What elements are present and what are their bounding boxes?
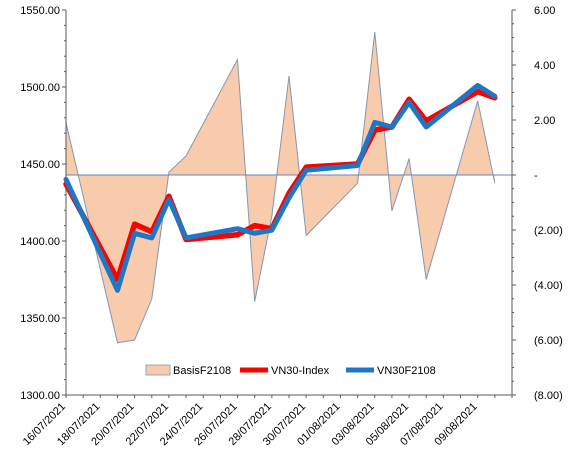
price-lines-layer — [63, 83, 498, 293]
legend-swatch-basis — [145, 364, 171, 376]
axes-layer — [62, 9, 516, 398]
right-axis-tick-label: - — [534, 170, 538, 182]
basis-area-outline — [65, 31, 496, 344]
basis-area-fill — [66, 32, 495, 343]
right-axis-tick-label: 4.00 — [534, 60, 555, 72]
right-axis-tick-label: (6.00) — [534, 335, 563, 347]
legend-label-vn30-index: VN30-Index — [271, 365, 330, 377]
right-axis-tick-label: (4.00) — [534, 280, 563, 292]
legend: BasisF2108 VN30-Index VN30F2108 — [145, 364, 436, 377]
legend-label-vn30f2108: VN30F2108 — [377, 365, 436, 377]
right-axis-tick-label: (8.00) — [534, 390, 563, 402]
left-axis-tick-label: 1500.00 — [20, 82, 60, 94]
legend-label-basis: BasisF2108 — [173, 365, 231, 377]
left-axis-tick-label: 1550.00 — [20, 5, 60, 17]
right-axis-tick-label: 6.00 — [534, 5, 555, 17]
basis-area-layer — [65, 31, 496, 344]
right-axis-tick-label: 2.00 — [534, 115, 555, 127]
left-axis-tick-label: 1300.00 — [20, 390, 60, 402]
left-axis-tick-label: 1400.00 — [20, 236, 60, 248]
left-axis-tick-label: 1450.00 — [20, 159, 60, 171]
right-axis-tick-label: (2.00) — [534, 225, 563, 237]
left-axis-tick-label: 1350.00 — [20, 313, 60, 325]
series-line-vn30f2108 — [63, 83, 498, 293]
